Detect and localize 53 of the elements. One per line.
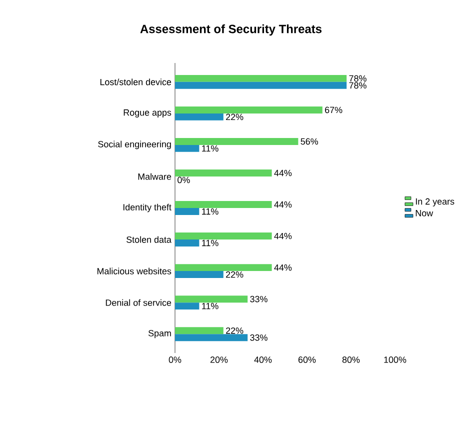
data-label: 11%: [202, 240, 218, 246]
bar: [175, 232, 272, 240]
bar: [175, 264, 272, 272]
x-tick-label: 100%: [384, 356, 406, 363]
data-label: 44%: [274, 264, 292, 271]
bar: [175, 302, 200, 310]
bar: [175, 113, 224, 120]
y-tick-label: Social engineering: [98, 140, 171, 150]
x-tick-label: 0%: [168, 356, 182, 363]
y-tick-label: Lost/stolen device: [100, 78, 172, 86]
data-label: 44%: [274, 170, 292, 176]
y-tick-label: Malicious websites: [97, 268, 172, 274]
bar: [175, 296, 248, 303]
bar: [175, 201, 272, 208]
legend-label: Now: [416, 210, 434, 216]
x-tick-label: 80%: [342, 356, 360, 363]
data-label: 44%: [274, 232, 292, 240]
data-label: 11%: [202, 302, 218, 310]
chart-title: Assessment of Security Threats: [140, 24, 322, 36]
legend-label: In 2 years: [416, 198, 454, 206]
y-tick-label: Denial of service: [106, 299, 172, 306]
y-tick-label: Rogue apps: [124, 109, 172, 118]
y-tick-label: Spam: [148, 330, 171, 338]
bar: [175, 106, 322, 114]
bar: [175, 144, 200, 152]
data-label: 22%: [226, 271, 244, 278]
y-tick-label: Identity theft: [123, 204, 172, 212]
bar: [175, 170, 272, 176]
data-label: 78%: [349, 82, 366, 89]
y-tick-label: Malware: [138, 173, 172, 180]
bar: [175, 208, 200, 215]
data-label: 44%: [274, 201, 292, 208]
x-tick-label: 40%: [254, 356, 272, 363]
data-label: 22%: [226, 114, 244, 120]
data-label: 33%: [250, 296, 268, 302]
data-label: 22%: [226, 327, 244, 334]
x-tick-label: 20%: [210, 356, 228, 363]
data-label: 56%: [300, 138, 318, 145]
bar: [175, 271, 224, 278]
bar: [175, 82, 347, 89]
bar: [175, 240, 200, 246]
bar: [175, 327, 224, 334]
data-label: 78%: [349, 75, 366, 82]
x-tick-label: 60%: [298, 356, 316, 363]
bar: [175, 334, 248, 342]
bar: [175, 74, 347, 82]
data-label: 11%: [202, 208, 218, 215]
data-label: 33%: [250, 334, 268, 341]
data-label: 0%: [178, 176, 190, 184]
data-label: 67%: [325, 106, 342, 114]
bar: [175, 138, 298, 145]
y-tick-label: Stolen data: [126, 236, 172, 243]
data-label: 11%: [202, 145, 218, 152]
